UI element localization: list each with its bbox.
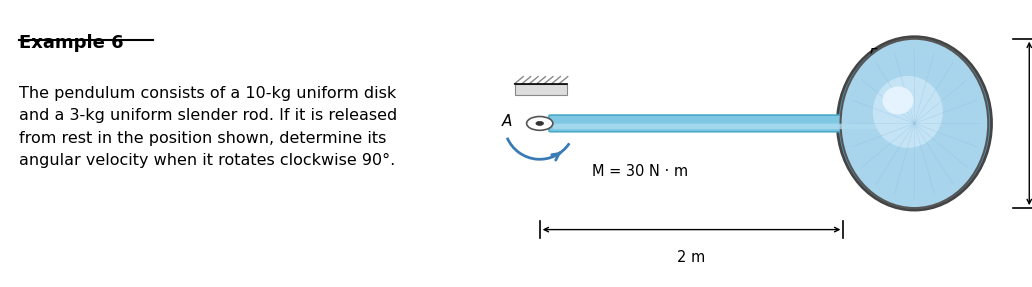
FancyBboxPatch shape	[549, 115, 880, 132]
Ellipse shape	[837, 37, 992, 210]
Circle shape	[526, 117, 553, 130]
Text: A: A	[502, 115, 512, 129]
FancyBboxPatch shape	[553, 124, 876, 129]
Text: The pendulum consists of a 10-kg uniform disk
and a 3-kg uniform slender rod. If: The pendulum consists of a 10-kg uniform…	[20, 86, 397, 168]
Bar	[515, 84, 568, 95]
Text: B: B	[868, 48, 878, 63]
Text: Example 6: Example 6	[20, 34, 124, 53]
Ellipse shape	[882, 86, 913, 115]
Ellipse shape	[840, 39, 989, 208]
Circle shape	[536, 121, 544, 125]
Text: M = 30 N · m: M = 30 N · m	[591, 164, 687, 179]
Text: 2 m: 2 m	[677, 250, 706, 265]
Ellipse shape	[873, 76, 943, 148]
